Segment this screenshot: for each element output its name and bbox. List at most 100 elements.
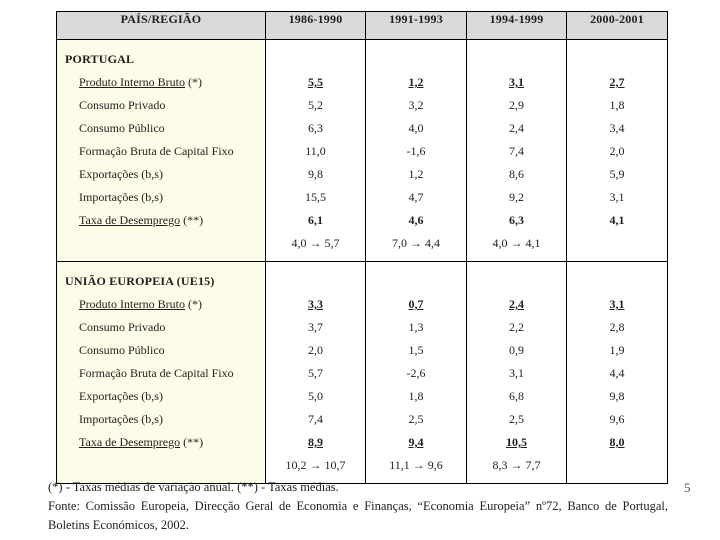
value-line: 9,8 <box>567 385 667 408</box>
value-text: 15,5 <box>305 190 326 204</box>
value-text: -2,6 <box>406 366 426 380</box>
title-spacer <box>467 48 566 71</box>
value-line: 2,7 <box>567 71 667 94</box>
value-text: 2,0 <box>609 144 625 158</box>
value-text: 2,5 <box>408 412 424 426</box>
value-text: 2,0 <box>308 343 323 357</box>
value-line: 5,7 <box>266 362 365 385</box>
value-line: 1,3 <box>366 316 466 339</box>
value-text: 0,7 <box>408 297 424 311</box>
section-ue15: UNIÃO EUROPEIA (UE15) Produto Interno Bru… <box>56 261 668 484</box>
section-label-cell-portugal: PORTUGAL Produto Interno Bruto (*) Consumo… <box>56 39 266 262</box>
value-text: 2,5 <box>509 412 524 426</box>
value-line: 2,2 <box>467 316 566 339</box>
value-text: 8,9 <box>308 435 323 449</box>
value-text: 2,9 <box>509 98 524 112</box>
footnote-symbols: (*) - Taxas médias de variação anual. (*… <box>48 480 339 494</box>
row-label-suffix: (*) <box>185 75 202 89</box>
row-label: Consumo Privado <box>57 316 265 339</box>
value-line: 1,2 <box>366 71 466 94</box>
value-line: 0,9 <box>467 339 566 362</box>
value-line: 5,9 <box>567 163 667 186</box>
value-text: 3,3 <box>308 297 323 311</box>
value-text: 9,8 <box>609 389 625 403</box>
value-line: 2,0 <box>266 339 365 362</box>
title-spacer <box>266 48 365 71</box>
value-text: 6,3 <box>308 121 323 135</box>
value-text: 9,8 <box>308 167 323 181</box>
value-line: 2,5 <box>467 408 566 431</box>
value-text: 5,9 <box>609 167 625 181</box>
value-text: 4,4 <box>609 366 625 380</box>
title-spacer <box>366 48 466 71</box>
row-label-text: Taxa de Desemprego <box>79 435 181 449</box>
value-line: -1,6 <box>366 140 466 163</box>
row-label: Produto Interno Bruto (*) <box>57 71 265 94</box>
value-line: 3,4 <box>567 117 667 140</box>
range-value: 10,2 → 10,7 <box>285 458 346 472</box>
range-value: 4,0 → 5,7 <box>291 236 340 250</box>
row-label-text: Consumo Público <box>79 343 165 357</box>
footnote-source-line1: Fonte: Comissão Europeia, Direcção Geral… <box>48 499 668 513</box>
value-text: 5,2 <box>308 98 323 112</box>
economic-indicators-table: PAÍS/REGIÃO 1986-1990 1991-1993 1994-199… <box>56 11 668 484</box>
value-line: 4,0 <box>366 117 466 140</box>
value-line: 2,4 <box>467 293 566 316</box>
value-text: 2,4 <box>509 297 524 311</box>
value-text: 6,3 <box>509 213 524 227</box>
value-text: 6,1 <box>308 213 323 227</box>
value-line: 5,2 <box>266 94 365 117</box>
row-label: Consumo Privado <box>57 94 265 117</box>
row-label-text: Exportações (b,s) <box>79 389 163 403</box>
section-values-ue15-period-1: 3,3 3,7 2,0 5,7 5,0 7,4 8,9 10,2 → 10,7 <box>265 261 366 484</box>
section-label-cell-ue15: UNIÃO EUROPEIA (UE15) Produto Interno Bru… <box>56 261 266 484</box>
value-text: 2,2 <box>509 320 524 334</box>
value-line: 0,7 <box>366 293 466 316</box>
value-text: 3,1 <box>609 190 625 204</box>
footnotes: (*) - Taxas médias de variação anual. (*… <box>48 478 668 535</box>
section-values-portugal-period-4: 2,7 1,8 3,4 2,0 5,9 3,1 4,1 <box>566 39 668 262</box>
value-text: 1,3 <box>408 320 424 334</box>
value-line: 3,1 <box>567 293 667 316</box>
value-line: 8,9 <box>266 431 365 454</box>
value-line: 9,2 <box>467 186 566 209</box>
range-value: 4,0 → 4,1 <box>492 236 541 250</box>
section-values-ue15-period-3: 2,4 2,2 0,9 3,1 6,8 2,5 10,5 8,3 → 7,7 <box>466 261 567 484</box>
title-spacer <box>366 270 466 293</box>
value-text: 3,7 <box>308 320 323 334</box>
value-line: 6,8 <box>467 385 566 408</box>
value-text: 9,4 <box>408 435 424 449</box>
value-text: 2,7 <box>609 75 625 89</box>
col-header-period-4: 2000-2001 <box>566 11 668 40</box>
value-line: 1,8 <box>366 385 466 408</box>
value-text: 1,2 <box>408 167 424 181</box>
value-text: 4,6 <box>408 213 424 227</box>
row-label-text: Consumo Privado <box>79 98 166 112</box>
value-line: 2,8 <box>567 316 667 339</box>
row-label: Taxa de Desemprego (**) <box>57 209 265 232</box>
row-label: Produto Interno Bruto (*) <box>57 293 265 316</box>
row-label-suffix: (*) <box>185 297 202 311</box>
col-header-region: PAÍS/REGIÃO <box>56 11 266 40</box>
section-title-portugal: PORTUGAL <box>65 52 135 66</box>
row-label-text: Consumo Privado <box>79 320 166 334</box>
row-label-text: Produto Interno Bruto <box>79 75 185 89</box>
row-label: Importações (b,s) <box>57 408 265 431</box>
section-values-portugal-period-2: 1,2 3,2 4,0 -1,6 1,2 4,7 4,6 7,0 → 4,4 <box>365 39 467 262</box>
value-text: 3,4 <box>609 121 625 135</box>
value-line: 3,1 <box>467 71 566 94</box>
row-label-suffix: (**) <box>180 213 204 227</box>
value-text: 2,8 <box>609 320 625 334</box>
range-value <box>567 232 667 255</box>
value-line: 4,6 <box>366 209 466 232</box>
value-text: 1,2 <box>408 75 424 89</box>
value-line: 2,5 <box>366 408 466 431</box>
section-values-portugal-period-3: 3,1 2,9 2,4 7,4 8,6 9,2 6,3 4,0 → 4,1 <box>466 39 567 262</box>
range-value: 11,1 → 9,6 <box>389 458 443 472</box>
row-label-text: Importações (b,s) <box>79 412 163 426</box>
value-text: 4,1 <box>609 213 625 227</box>
value-line: 10,5 <box>467 431 566 454</box>
value-line: 4,1 <box>567 209 667 232</box>
value-text: 3,1 <box>609 297 625 311</box>
title-spacer <box>467 270 566 293</box>
